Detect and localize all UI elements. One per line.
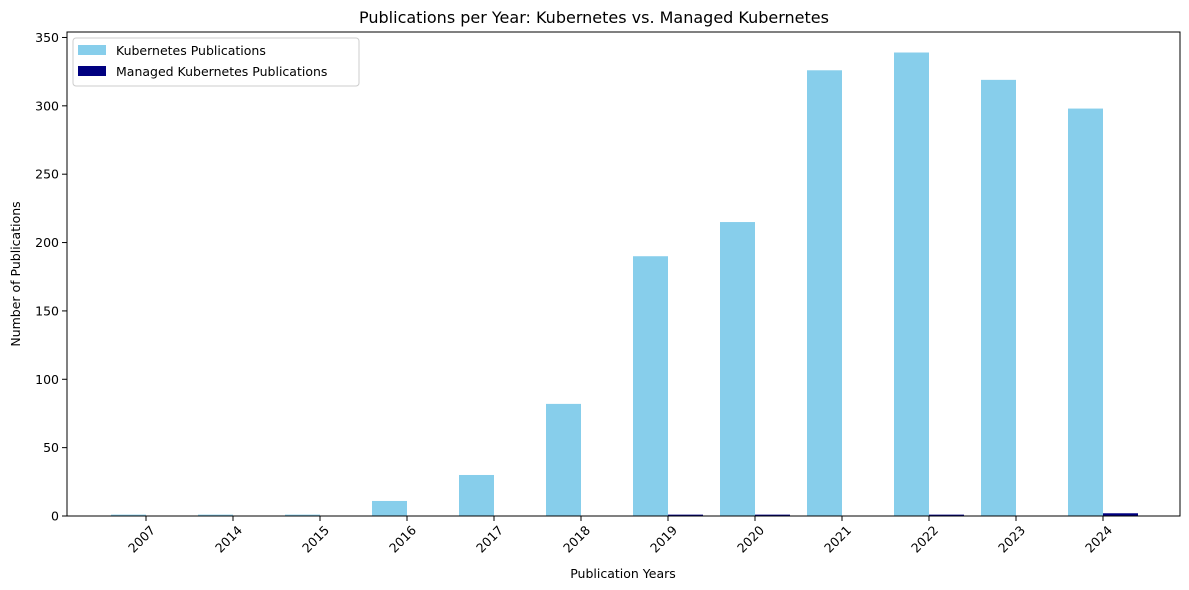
x-axis: 2007 2014 2015 2016 2017 2018 2019 2020 2021 2022… xyxy=(125,516,1115,556)
x-tick-label-2023: 2023 xyxy=(995,523,1028,556)
x-tick-label-2019: 2019 xyxy=(647,522,680,555)
y-tick-label-50: 50 xyxy=(43,440,59,455)
x-tick-label-2015: 2015 xyxy=(299,523,332,556)
bar-kubernetes-2014 xyxy=(198,514,233,516)
x-tick-label-2020: 2020 xyxy=(734,522,767,555)
y-tick-label-350: 350 xyxy=(35,30,59,45)
bar-kubernetes-2017 xyxy=(459,474,494,516)
legend-label-managed: Managed Kubernetes Publications xyxy=(116,64,327,79)
x-tick-label-2024: 2024 xyxy=(1082,522,1115,555)
bar-managed-2022 xyxy=(929,514,964,516)
y-tick-label-150: 150 xyxy=(35,303,59,318)
bar-managed-2019 xyxy=(668,514,703,516)
y-tick-label-100: 100 xyxy=(35,372,59,387)
x-tick-label-2018: 2018 xyxy=(560,522,593,555)
x-tick-label-2016: 2016 xyxy=(386,522,419,555)
y-tick-label-300: 300 xyxy=(35,98,59,113)
chart-title: Publications per Year: Kubernetes vs. Ma… xyxy=(359,8,829,27)
bar-kubernetes-2015 xyxy=(285,514,320,516)
bar-kubernetes-2022 xyxy=(894,52,929,516)
bars-group xyxy=(111,52,1138,517)
legend-box xyxy=(72,37,360,87)
x-axis-label: Publication Years xyxy=(570,566,676,581)
y-axis-label: Number of Publications xyxy=(8,201,23,346)
legend-label-kubernetes: Kubernetes Publications xyxy=(116,43,266,58)
bar-kubernetes-2018 xyxy=(546,403,581,516)
legend-swatch-kubernetes xyxy=(78,45,106,55)
y-axis: 0 50 100 150 200 250 300 350 xyxy=(35,30,67,524)
bar-managed-2024 xyxy=(1103,513,1138,516)
legend: Kubernetes Publications Managed Kubernet… xyxy=(72,37,360,87)
bar-kubernetes-2016 xyxy=(372,500,407,516)
bar-kubernetes-2019 xyxy=(633,256,668,516)
legend-swatch-managed xyxy=(78,66,106,76)
bar-kubernetes-2023 xyxy=(981,79,1016,517)
plot-frame xyxy=(66,31,1181,517)
bar-kubernetes-2020 xyxy=(720,222,755,516)
x-tick-label-2017: 2017 xyxy=(473,523,506,556)
x-tick-label-2021: 2021 xyxy=(821,523,854,556)
bar-managed-2020 xyxy=(755,514,790,516)
y-tick-label-250: 250 xyxy=(35,167,59,182)
y-tick-label-0: 0 xyxy=(51,509,59,524)
x-tick-label-2022: 2022 xyxy=(908,523,941,556)
bar-kubernetes-2024 xyxy=(1068,108,1103,516)
y-tick-label-200: 200 xyxy=(35,235,59,250)
x-tick-label-2014: 2014 xyxy=(212,522,245,555)
x-tick-label-2007: 2007 xyxy=(125,523,158,556)
bar-kubernetes-2007 xyxy=(111,514,146,516)
bar-kubernetes-2021 xyxy=(807,70,842,517)
